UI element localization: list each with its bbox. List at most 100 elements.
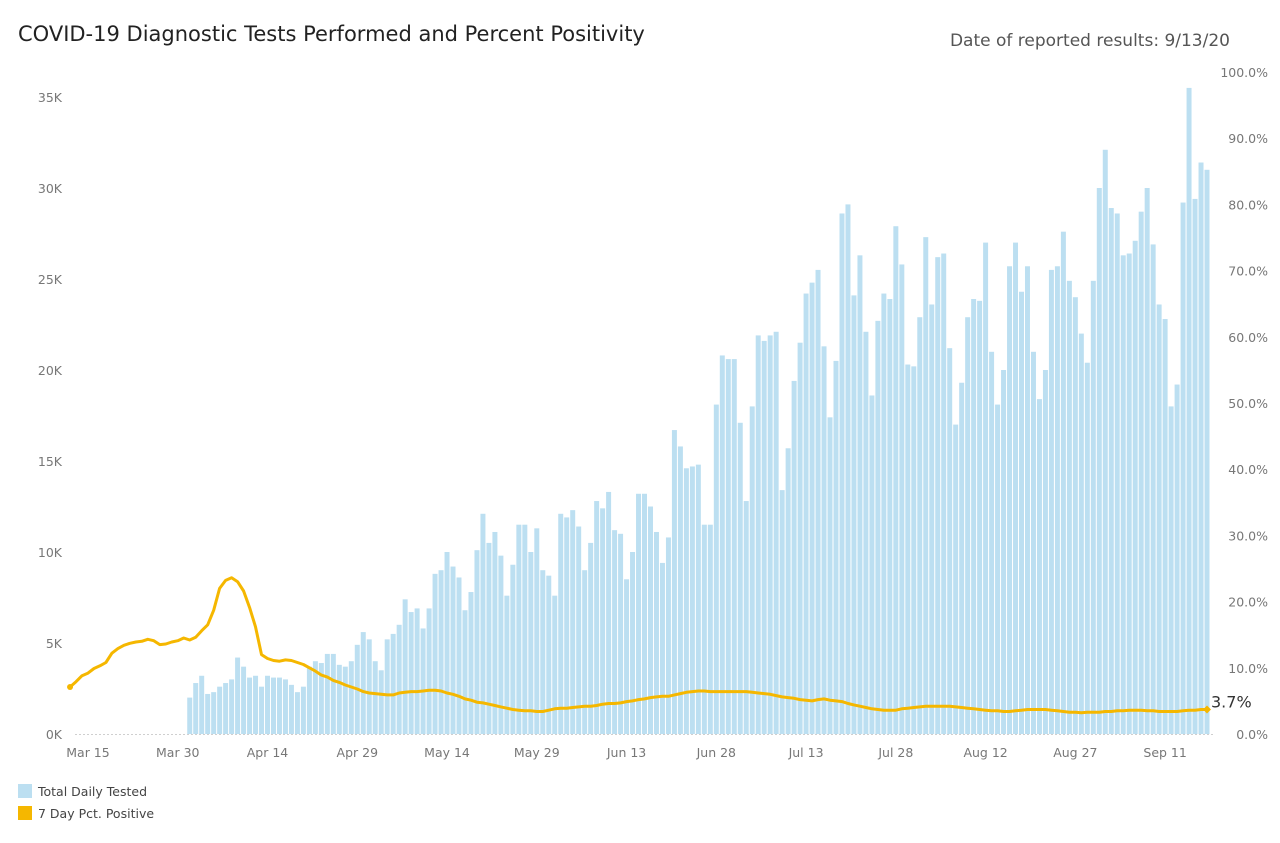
bar[interactable] [875, 320, 881, 734]
bar[interactable] [612, 530, 618, 734]
bar[interactable] [265, 675, 271, 734]
bar[interactable] [342, 666, 348, 734]
bar[interactable] [636, 493, 642, 734]
bar[interactable] [456, 577, 462, 734]
bar[interactable] [1180, 202, 1186, 734]
bar[interactable] [917, 317, 923, 734]
bar[interactable] [480, 513, 486, 734]
bar[interactable] [1054, 266, 1060, 734]
bar[interactable] [582, 570, 588, 734]
bar[interactable] [336, 664, 342, 734]
bar[interactable] [450, 566, 456, 734]
legend-item-line[interactable]: 7 Day Pct. Positive [18, 802, 154, 824]
bar[interactable] [1168, 406, 1174, 734]
bar[interactable] [773, 331, 779, 734]
bar[interactable] [1078, 333, 1084, 734]
bar[interactable] [414, 608, 420, 734]
bar[interactable] [1019, 291, 1024, 734]
bar[interactable] [432, 573, 438, 734]
bar[interactable] [187, 697, 193, 734]
bar[interactable] [253, 675, 259, 734]
bar[interactable] [923, 237, 929, 734]
bar[interactable] [372, 661, 378, 734]
bar[interactable] [977, 300, 983, 734]
bar[interactable] [989, 351, 995, 734]
bar[interactable] [689, 466, 695, 734]
bar[interactable] [1192, 198, 1198, 735]
bar[interactable] [1138, 211, 1144, 734]
bar[interactable] [282, 679, 288, 734]
bar[interactable] [887, 299, 893, 734]
bar[interactable] [312, 661, 318, 734]
bar[interactable] [1036, 399, 1042, 734]
bar[interactable] [504, 595, 510, 734]
bar[interactable] [929, 304, 935, 734]
bar[interactable] [659, 562, 665, 734]
bar[interactable] [785, 448, 791, 734]
bar[interactable] [665, 537, 671, 734]
bar[interactable] [600, 508, 606, 734]
bar[interactable] [1186, 87, 1192, 734]
bar[interactable] [211, 692, 217, 734]
bar[interactable] [1150, 244, 1156, 735]
bar[interactable] [498, 555, 504, 734]
bar[interactable] [510, 564, 516, 734]
bar[interactable] [1126, 253, 1132, 734]
bar[interactable] [570, 510, 576, 734]
bar[interactable] [1144, 188, 1150, 734]
bar[interactable] [402, 599, 408, 734]
bar[interactable] [683, 468, 689, 734]
bar[interactable] [1108, 208, 1114, 734]
bar[interactable] [271, 677, 276, 734]
bar[interactable] [791, 380, 797, 734]
bar[interactable] [235, 657, 241, 734]
bar[interactable] [1096, 188, 1102, 734]
bar[interactable] [767, 335, 773, 734]
bar[interactable] [438, 570, 444, 734]
bar[interactable] [624, 579, 630, 734]
bar[interactable] [217, 686, 223, 734]
bar[interactable] [695, 464, 701, 734]
bar[interactable] [378, 670, 384, 734]
bar[interactable] [707, 524, 713, 734]
bar[interactable] [1156, 304, 1162, 734]
bar[interactable] [851, 295, 857, 734]
bar[interactable] [827, 417, 833, 734]
bar[interactable] [755, 335, 761, 734]
bar[interactable] [492, 531, 498, 734]
bar[interactable] [1090, 280, 1096, 734]
bar[interactable] [983, 242, 989, 734]
bar[interactable] [821, 346, 827, 734]
bar[interactable] [869, 395, 875, 734]
bar[interactable] [247, 677, 253, 734]
bar[interactable] [1048, 269, 1054, 734]
bar[interactable] [390, 633, 396, 734]
bar[interactable] [648, 506, 653, 735]
bar[interactable] [534, 528, 540, 734]
bar[interactable] [606, 491, 612, 734]
bar[interactable] [474, 550, 480, 734]
bar[interactable] [294, 692, 300, 734]
bar[interactable] [731, 359, 737, 734]
bar[interactable] [522, 524, 528, 734]
bar[interactable] [229, 679, 235, 734]
bar[interactable] [528, 552, 534, 734]
bar[interactable] [348, 661, 354, 734]
bar[interactable] [288, 684, 294, 734]
bar[interactable] [713, 404, 719, 734]
bar[interactable] [1042, 370, 1048, 734]
bar[interactable] [1013, 242, 1019, 734]
bar[interactable] [749, 406, 755, 734]
bar[interactable] [1204, 169, 1210, 735]
bar[interactable] [797, 342, 803, 734]
bar[interactable] [324, 653, 330, 734]
bar[interactable] [1198, 162, 1204, 734]
bar[interactable] [815, 269, 821, 734]
bar[interactable] [642, 493, 647, 734]
bar[interactable] [863, 331, 869, 734]
bar[interactable] [1132, 240, 1138, 734]
bar[interactable] [366, 639, 372, 734]
bar[interactable] [384, 639, 390, 734]
legend-item-bars[interactable]: Total Daily Tested [18, 780, 154, 802]
bar[interactable] [241, 666, 247, 734]
